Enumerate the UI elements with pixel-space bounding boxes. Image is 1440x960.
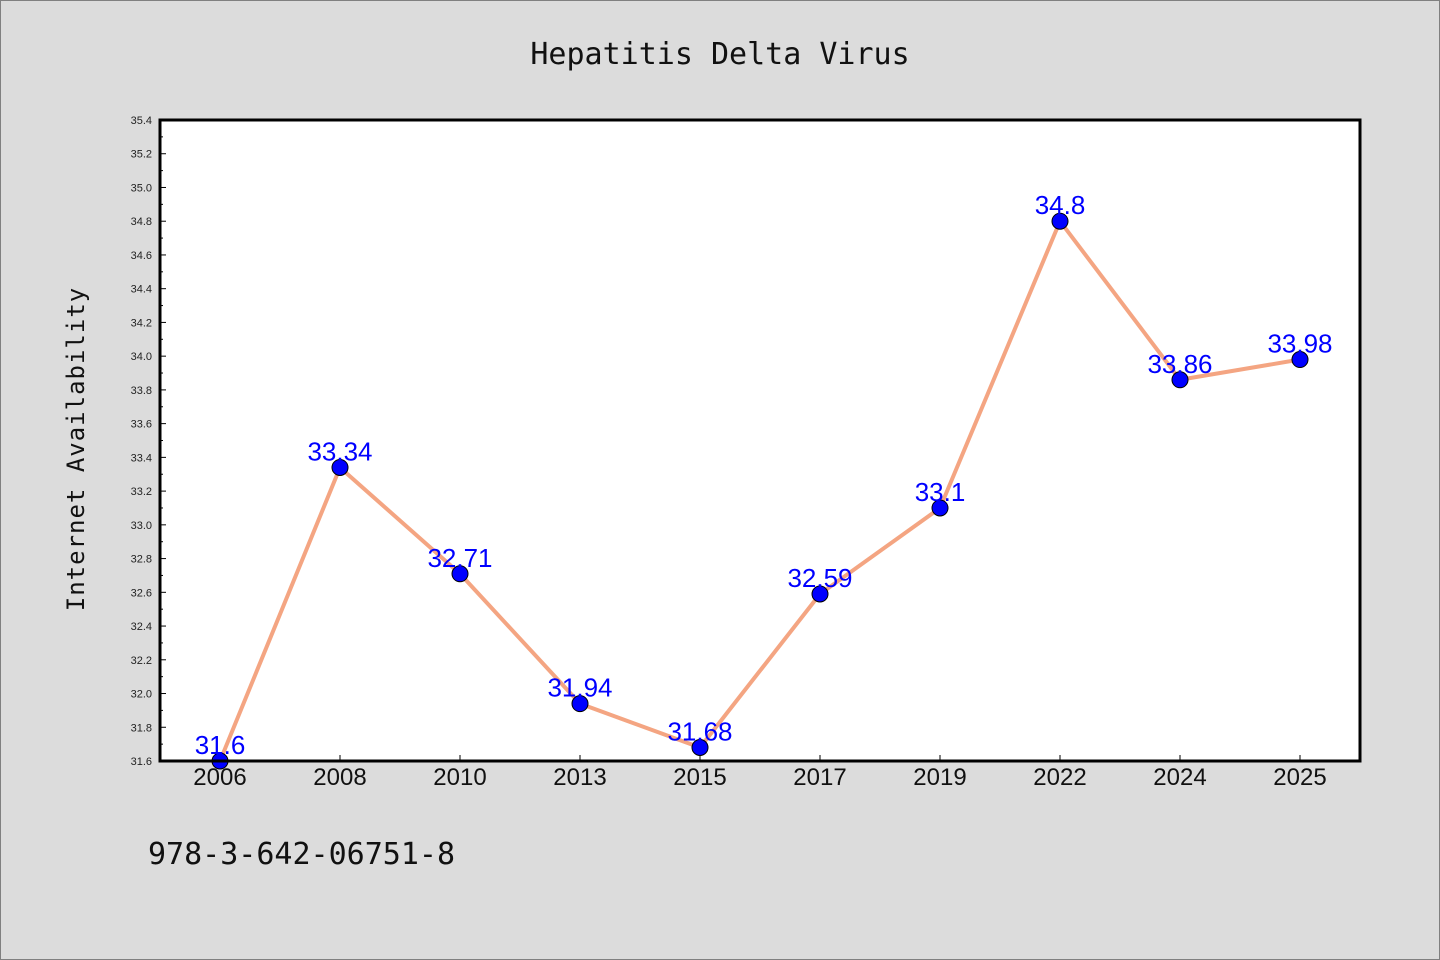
data-label: 32.71 <box>427 543 492 573</box>
y-tick-label: 33.2 <box>131 486 152 498</box>
y-tick-label: 35.2 <box>131 149 152 161</box>
chart-title: Hepatitis Delta Virus <box>530 37 909 72</box>
data-label: 31.6 <box>195 730 246 760</box>
data-point <box>691 739 709 757</box>
plot-area <box>160 120 1360 761</box>
data-point <box>811 585 829 603</box>
data-label: 31.68 <box>667 717 732 747</box>
x-axis-ticks: 2006 2008 2010 2013 2015 2017 2019 2022 2024 2025 <box>193 755 1327 791</box>
data-label: 31.94 <box>547 673 612 703</box>
y-tick-label: 31.6 <box>131 756 152 768</box>
y-tick-label: 32.0 <box>131 689 152 701</box>
y-tick-label: 33.0 <box>131 520 152 532</box>
x-tick-label: 2017 <box>793 764 846 791</box>
y-tick-label: 31.8 <box>131 722 152 734</box>
y-tick-label: 34.8 <box>131 216 152 228</box>
data-point <box>1171 371 1189 389</box>
data-point <box>571 695 589 713</box>
data-label: 32.59 <box>787 563 852 593</box>
x-tick-label: 2025 <box>1273 764 1326 791</box>
data-label: 34.8 <box>1035 190 1086 220</box>
isbn-footer: 978-3-642-06751-8 <box>148 837 455 872</box>
data-label: 33.34 <box>307 436 372 466</box>
x-tick-label: 2008 <box>313 764 366 791</box>
y-tick-label: 32.6 <box>131 587 152 599</box>
y-tick-label: 34.4 <box>131 284 152 296</box>
x-tick-label: 2024 <box>1153 764 1206 791</box>
y-tick-label: 33.6 <box>131 419 152 431</box>
x-tick-label: 2013 <box>553 764 606 791</box>
data-label: 33.98 <box>1267 329 1332 359</box>
data-label: 33.86 <box>1147 349 1212 379</box>
data-point <box>1051 212 1069 230</box>
y-tick-label: 35.0 <box>131 182 152 194</box>
series-layer: 31.6 33.34 32.71 31.94 31.68 32.59 33.1 34.8 33.… <box>195 190 1333 770</box>
y-tick-label: 32.2 <box>131 655 152 667</box>
x-tick-label: 2022 <box>1033 764 1086 791</box>
y-tick-label: 34.6 <box>131 250 152 262</box>
y-tick-label: 32.8 <box>131 554 152 566</box>
data-point <box>931 499 949 517</box>
data-point <box>451 565 469 583</box>
x-tick-label: 2015 <box>673 764 726 791</box>
y-tick-label: 32.4 <box>131 621 152 633</box>
y-tick-label: 33.8 <box>131 385 152 397</box>
plot-border <box>158 118 1362 763</box>
y-tick-label: 34.2 <box>131 317 152 329</box>
x-tick-label: 2010 <box>433 764 486 791</box>
y-tick-label: 34.0 <box>131 351 152 363</box>
data-point <box>331 458 349 476</box>
series-line <box>218 219 1302 763</box>
data-point <box>1291 351 1309 369</box>
y-axis-ticks: 31.6 31.8 32.0 32.2 32.4 32.6 32.8 33.0 33.2 33.4… <box>131 115 166 768</box>
data-label: 33.1 <box>915 477 966 507</box>
y-axis-label: Internet Availability <box>62 287 90 611</box>
x-tick-label: 2019 <box>913 764 966 791</box>
y-tick-label: 35.4 <box>131 115 152 127</box>
y-tick-label: 33.4 <box>131 452 152 464</box>
